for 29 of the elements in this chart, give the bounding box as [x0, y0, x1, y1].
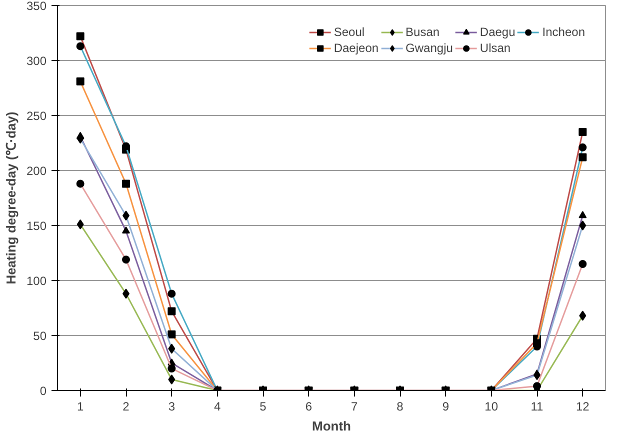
x-tick-label: 1: [76, 400, 84, 414]
x-tick-label: 4: [214, 400, 221, 414]
legend-label: Ulsan: [480, 41, 511, 55]
y-tick-label: 100: [26, 274, 47, 288]
x-axis-title: Month: [312, 418, 352, 434]
y-tick-label: 50: [33, 329, 47, 343]
y-tick-label: 0: [40, 384, 47, 398]
x-tick-label: 10: [484, 400, 498, 414]
x-tick-label: 8: [396, 400, 404, 414]
x-tick-label: 2: [122, 400, 130, 414]
y-tick-label: 150: [26, 219, 47, 233]
x-tick-label: 12: [576, 400, 590, 414]
y-axis-title: Heating degree-day (℃·day): [3, 112, 18, 284]
legend-label: Daegu: [480, 25, 516, 39]
x-tick-label: 5: [260, 400, 267, 414]
x-tick-label: 3: [168, 400, 176, 414]
y-tick-label: 200: [26, 164, 47, 178]
y-tick-label: 250: [26, 109, 47, 123]
y-tick-label: 300: [26, 54, 47, 68]
y-tick-label: 350: [26, 0, 47, 13]
x-tick-label: 6: [305, 400, 312, 414]
legend-label: Seoul: [334, 25, 365, 39]
legend-label: Busan: [406, 25, 440, 39]
x-tick-label: 9: [442, 400, 450, 414]
legend-label: Incheon: [542, 25, 585, 39]
x-tick-label: 7: [350, 400, 358, 414]
legend-label: Gwangju: [406, 41, 453, 55]
legend-label: Daejeon: [334, 41, 379, 55]
x-tick-label: 11: [530, 400, 544, 414]
